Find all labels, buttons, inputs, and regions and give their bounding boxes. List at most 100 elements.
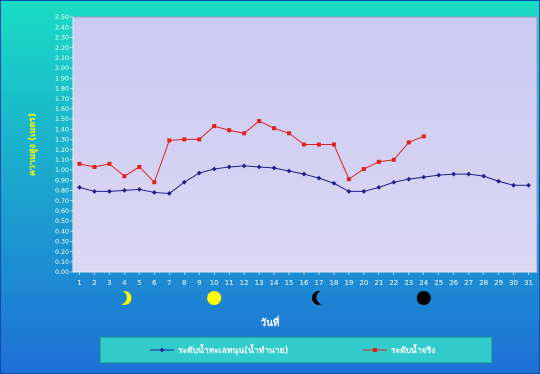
data-point [451,171,457,177]
y-tick-label: 0.90 [55,177,69,184]
data-point [406,140,411,145]
x-tick-label: 3 [107,279,111,287]
y-tick-label: 1.70 [55,96,69,103]
x-tick-label: 28 [479,279,488,287]
y-tick-label: 2.40 [55,24,69,31]
x-tick-label: 25 [434,279,443,287]
data-point [286,168,292,174]
data-point [316,142,321,147]
x-tick-label: 5 [137,279,141,287]
legend: ระดับน้ำทะเลหนุน(น้ำทำนาย) ระดับน้ำจริง [99,336,493,364]
data-point [526,182,531,188]
y-tick-label: 0.60 [55,208,69,215]
data-point [331,142,336,147]
y-tick-label: 0.40 [55,228,69,235]
y-tick-label: 0.00 [55,269,69,276]
y-tick-label: 0.10 [55,259,69,266]
data-point [151,190,157,195]
x-axis-label: วันที่ [260,315,279,329]
data-point [421,174,427,180]
data-point [272,126,277,131]
x-tick-label: 22 [389,279,398,287]
data-point [436,172,442,178]
y-tick-label: 2.10 [55,55,69,62]
data-point [481,173,487,179]
data-point [346,177,351,182]
data-point [77,184,82,190]
legend-marker [159,347,165,353]
x-tick-label: 13 [255,279,264,287]
data-point [226,164,232,170]
data-point [137,164,142,169]
y-tick-label: 1.40 [55,126,69,133]
data-point [196,170,202,176]
x-tick-label: 8 [182,279,186,287]
y-tick-label: 1.60 [55,106,69,113]
y-axis-label: ความสูง (เมตร) [28,113,38,176]
data-point [242,131,247,136]
data-point [346,189,352,194]
data-point [316,175,322,181]
data-point [241,163,247,169]
legend-item-2: ระดับน้ำจริง [363,343,435,356]
legend-marker [373,348,377,352]
new-moon-icon [416,291,431,305]
x-tick-label: 20 [359,279,368,287]
data-point [257,119,262,124]
data-point [496,178,501,184]
x-tick-label: 7 [167,279,171,287]
x-tick-label: 27 [464,279,473,287]
legend-label: ระดับน้ำทะเลหนุน(น้ำทำนาย) [178,343,289,356]
x-tick-label: 10 [210,279,219,287]
x-tick-label: 14 [270,279,279,287]
data-point [167,138,172,143]
y-tick-label: 1.00 [55,167,69,174]
x-tick-label: 31 [524,279,533,287]
y-tick-label: 2.50 [55,14,69,21]
data-point [421,134,426,139]
y-tick-label: 1.30 [55,137,69,144]
data-point [406,176,412,182]
x-tick-label: 1 [77,279,81,287]
full-moon-icon [207,291,222,305]
y-tick-label: 1.10 [55,157,69,164]
x-tick-label: 9 [197,279,201,287]
legend-item-1: ระดับน้ำทะเลหนุน(น้ำทำนาย) [150,343,289,356]
x-tick-label: 23 [404,279,413,287]
data-point [212,124,217,129]
y-tick-label: 0.20 [55,249,69,256]
data-point [152,180,157,185]
y-tick-label: 1.50 [55,116,69,123]
data-point [301,171,307,177]
data-point [227,128,232,133]
x-tick-label: 26 [449,279,458,287]
data-point [391,179,397,185]
y-tick-label: 2.20 [55,45,69,52]
x-tick-label: 6 [152,279,157,287]
data-point [107,189,112,194]
x-tick-label: 29 [494,279,503,287]
x-tick-label: 11 [225,279,234,287]
x-tick-label: 12 [240,279,249,287]
series-line [79,120,424,184]
y-tick-label: 1.20 [55,147,69,154]
data-point [77,161,82,166]
series-2 [77,119,426,185]
y-tick-label: 2.30 [55,35,69,42]
data-point [391,157,396,162]
y-tick-label: 2.00 [55,65,69,72]
y-axis-ticks: 0.00 0.10 0.20 0.30 0.40 0.50 0.60 0.70 0.80 0.90… [55,14,74,276]
data-point [331,180,337,186]
x-tick-label: 17 [315,279,324,287]
data-point [136,186,142,192]
x-tick-label: 24 [419,279,428,287]
x-tick-label: 15 [285,279,294,287]
data-point [361,166,366,171]
data-point [181,179,187,185]
data-point [376,184,382,190]
data-point [466,171,472,177]
series-1 [77,163,531,196]
y-tick-label: 0.80 [55,188,69,195]
